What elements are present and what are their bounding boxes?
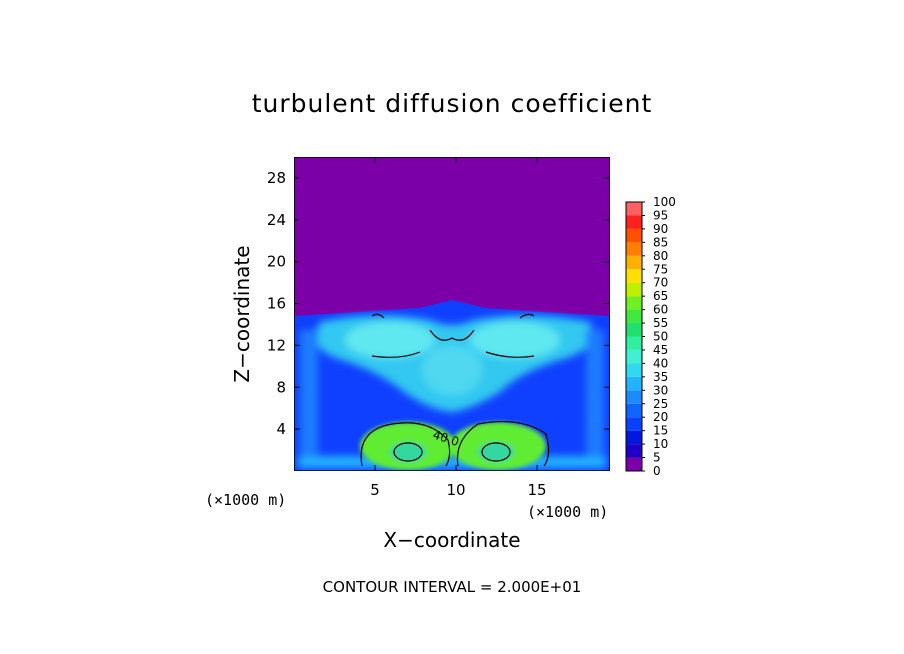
left-core-inner-contour [393, 442, 423, 462]
y-axis-label: Z−coordinate [230, 245, 254, 382]
colorbar-label-5: 5 [653, 451, 661, 465]
colorbar-label-30: 30 [653, 383, 668, 397]
colorbar-label-55: 55 [653, 316, 668, 330]
right-core-inner [478, 442, 514, 462]
colorbar-swatch-5 [626, 444, 642, 458]
colorbar-swatch-65 [626, 282, 642, 297]
colorbar-swatch-40 [626, 349, 642, 364]
colorbar-swatch-75 [626, 255, 642, 270]
colorbar-swatch-30 [626, 376, 642, 391]
left-core-inner [390, 442, 426, 462]
colorbar-swatch-80 [626, 242, 642, 256]
colorbar-swatch-70 [626, 269, 642, 283]
colorbar-label-50: 50 [653, 330, 668, 344]
plot-area: 40.0 [294, 157, 610, 471]
colorbar-label-90: 90 [653, 222, 668, 236]
colorbar-swatch-45 [626, 336, 642, 350]
colorbar-label-100: 100 [653, 195, 676, 209]
surface-band [298, 456, 606, 468]
colorbar-swatch-20 [626, 403, 642, 418]
x-tick-label-1: 10 [447, 481, 466, 499]
colorbar-swatch-15 [626, 417, 642, 431]
colorbar-label-0: 0 [653, 464, 661, 478]
right-core-inner-contour [481, 442, 511, 462]
right-wall-band [586, 330, 604, 455]
colorbar-swatch-55 [626, 309, 642, 324]
x-axis-label: X−coordinate [383, 528, 520, 552]
colorbar-swatch-85 [626, 228, 642, 243]
colorbar-swatch-60 [626, 296, 642, 310]
colorbar-swatch-50 [626, 323, 642, 337]
colorbar-label-75: 75 [653, 262, 668, 276]
colorbar-label-40: 40 [653, 356, 668, 370]
colorbar-label-45: 45 [653, 343, 668, 357]
y-tick-label-5: 24 [267, 211, 286, 229]
left-core-contour [360, 422, 451, 467]
colorbar-label-65: 65 [653, 289, 668, 303]
right-cyan-lobe [470, 322, 560, 358]
x-tick-label-2: 15 [528, 481, 547, 499]
right-core-contour [456, 420, 550, 467]
contour-interval-text: CONTOUR INTERVAL = 2.000E+01 [323, 578, 582, 596]
colorbar-swatch-35 [626, 363, 642, 377]
x-tick-label-0: 5 [370, 481, 380, 499]
contour-lines [360, 313, 550, 467]
colorbar-label-60: 60 [653, 303, 668, 317]
left-wall-band [300, 330, 318, 455]
colorbar-label-15: 15 [653, 424, 668, 438]
colorbar-label-35: 35 [653, 370, 668, 384]
y-tick-label-2: 12 [267, 336, 286, 354]
y-tick-label-1: 8 [276, 378, 286, 396]
colorbar-swatch-95 [626, 202, 642, 216]
x-unit-label: (×1000 m) [527, 503, 608, 521]
y-tick-label-6: 28 [267, 169, 286, 187]
colorbar-swatch-25 [626, 390, 642, 404]
y-tick-label-0: 4 [276, 420, 286, 438]
colorbar-swatch-90 [626, 215, 642, 229]
y-tick-label-3: 16 [267, 295, 286, 313]
chart-title: turbulent diffusion coefficient [252, 89, 653, 118]
colorbar-label-70: 70 [653, 276, 668, 290]
center-cyan-core [422, 345, 482, 395]
colorbar-label-10: 10 [653, 437, 668, 451]
y-tick-label-4: 20 [267, 253, 286, 271]
left-cyan-lobe [345, 322, 435, 358]
colorbar-swatch-0 [626, 457, 642, 471]
colorbar-label-95: 95 [653, 208, 668, 222]
colorbar-label-85: 85 [653, 235, 668, 249]
y-unit-label: (×1000 m) [205, 491, 286, 509]
upper-contour [371, 313, 535, 358]
colorbar-swatch-10 [626, 430, 642, 445]
colorbar-label-25: 25 [653, 397, 668, 411]
colorbar-label-20: 20 [653, 410, 668, 424]
colorbar: 0510152025303540455055606570758085909510… [625, 195, 676, 478]
axes: 4 8 12 16 20 24 28 5 10 15 [267, 157, 610, 499]
colorbar-label-80: 80 [653, 249, 668, 263]
